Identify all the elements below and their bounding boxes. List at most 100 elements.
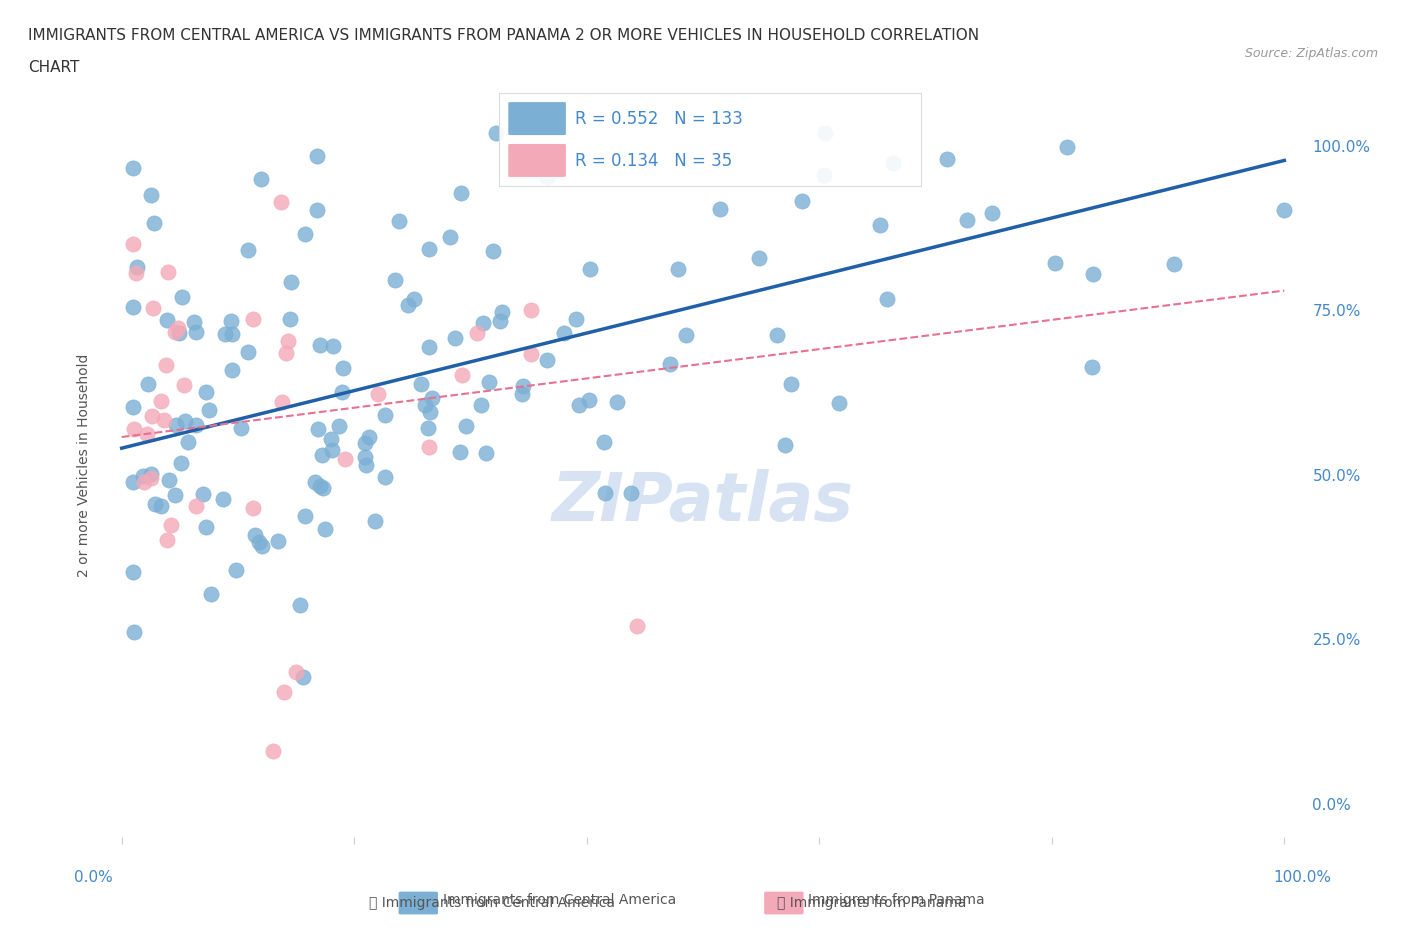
Point bbox=[195, 385, 218, 400]
Point bbox=[122, 565, 145, 579]
Point bbox=[152, 412, 174, 427]
Point bbox=[484, 125, 506, 140]
Point bbox=[354, 458, 377, 472]
Point bbox=[195, 520, 218, 535]
Point bbox=[330, 385, 353, 400]
Point bbox=[184, 498, 207, 513]
Point bbox=[626, 618, 648, 633]
Point bbox=[273, 684, 295, 699]
Text: 100.0%: 100.0% bbox=[1274, 870, 1331, 884]
Point bbox=[374, 408, 396, 423]
Point bbox=[267, 534, 290, 549]
Text: Source: ZipAtlas.com: Source: ZipAtlas.com bbox=[1244, 46, 1378, 60]
Point bbox=[775, 437, 797, 452]
Point bbox=[219, 313, 242, 328]
Point bbox=[827, 395, 849, 410]
Point bbox=[143, 497, 166, 512]
Point bbox=[274, 346, 297, 361]
Point bbox=[420, 391, 443, 405]
Point bbox=[172, 289, 194, 304]
Point bbox=[439, 230, 461, 245]
Point bbox=[1081, 360, 1104, 375]
Point bbox=[354, 435, 377, 450]
Point bbox=[166, 321, 188, 336]
Point bbox=[620, 485, 643, 500]
Point bbox=[314, 522, 336, 537]
Point bbox=[136, 427, 159, 442]
Point bbox=[319, 432, 342, 446]
Point bbox=[149, 498, 172, 513]
Point bbox=[321, 443, 343, 458]
Point bbox=[167, 326, 190, 340]
Point bbox=[675, 327, 697, 342]
Point bbox=[141, 409, 163, 424]
Point bbox=[470, 398, 492, 413]
Point bbox=[149, 393, 172, 408]
Point bbox=[335, 452, 357, 467]
Point bbox=[449, 444, 471, 458]
Point bbox=[402, 291, 425, 306]
Point bbox=[471, 315, 494, 330]
Point bbox=[814, 125, 837, 140]
Point bbox=[307, 149, 329, 164]
Text: CHART: CHART bbox=[28, 60, 80, 75]
Point bbox=[139, 471, 162, 485]
Point bbox=[243, 528, 266, 543]
Point bbox=[579, 261, 602, 276]
Point bbox=[290, 597, 312, 612]
Point bbox=[419, 405, 441, 419]
Point bbox=[174, 414, 197, 429]
Point bbox=[132, 468, 155, 483]
Point bbox=[1056, 140, 1078, 154]
Point bbox=[242, 501, 264, 516]
Point bbox=[474, 445, 496, 460]
Point bbox=[409, 377, 432, 392]
Point bbox=[481, 244, 503, 259]
Point bbox=[328, 418, 350, 433]
Point bbox=[285, 665, 308, 680]
Point bbox=[936, 153, 959, 167]
Point bbox=[364, 513, 387, 528]
Point bbox=[876, 291, 898, 306]
Point bbox=[197, 403, 219, 418]
Point bbox=[322, 339, 344, 353]
Point bbox=[659, 356, 682, 371]
Point bbox=[553, 326, 575, 340]
Point bbox=[155, 312, 177, 327]
Text: ZIPatlas: ZIPatlas bbox=[553, 470, 853, 535]
Point bbox=[142, 301, 165, 316]
Text: 0.0%: 0.0% bbox=[75, 870, 112, 884]
Point bbox=[294, 226, 316, 241]
Point bbox=[568, 397, 591, 412]
Point bbox=[292, 670, 315, 684]
Point bbox=[882, 155, 904, 170]
Point bbox=[450, 367, 472, 382]
Point bbox=[252, 538, 274, 553]
Point bbox=[312, 480, 335, 495]
Point bbox=[519, 302, 541, 317]
Point bbox=[125, 265, 148, 280]
Point bbox=[270, 194, 292, 209]
Point bbox=[1163, 257, 1185, 272]
Point bbox=[170, 456, 193, 471]
Point bbox=[184, 325, 207, 339]
Point bbox=[790, 193, 813, 208]
Point bbox=[163, 325, 186, 339]
Point bbox=[418, 339, 440, 354]
Point bbox=[606, 394, 628, 409]
Point bbox=[221, 327, 243, 342]
Point bbox=[277, 334, 299, 349]
Point bbox=[956, 213, 979, 228]
Point bbox=[124, 625, 146, 640]
Point bbox=[374, 470, 396, 485]
Point bbox=[177, 434, 200, 449]
Point bbox=[173, 378, 195, 392]
Point bbox=[250, 171, 273, 186]
Text: Immigrants from Central America: Immigrants from Central America bbox=[443, 893, 676, 907]
Point bbox=[242, 312, 264, 326]
Point bbox=[225, 562, 247, 577]
Point bbox=[304, 474, 326, 489]
Point bbox=[309, 479, 332, 494]
Point bbox=[491, 304, 513, 319]
Point bbox=[124, 421, 146, 436]
